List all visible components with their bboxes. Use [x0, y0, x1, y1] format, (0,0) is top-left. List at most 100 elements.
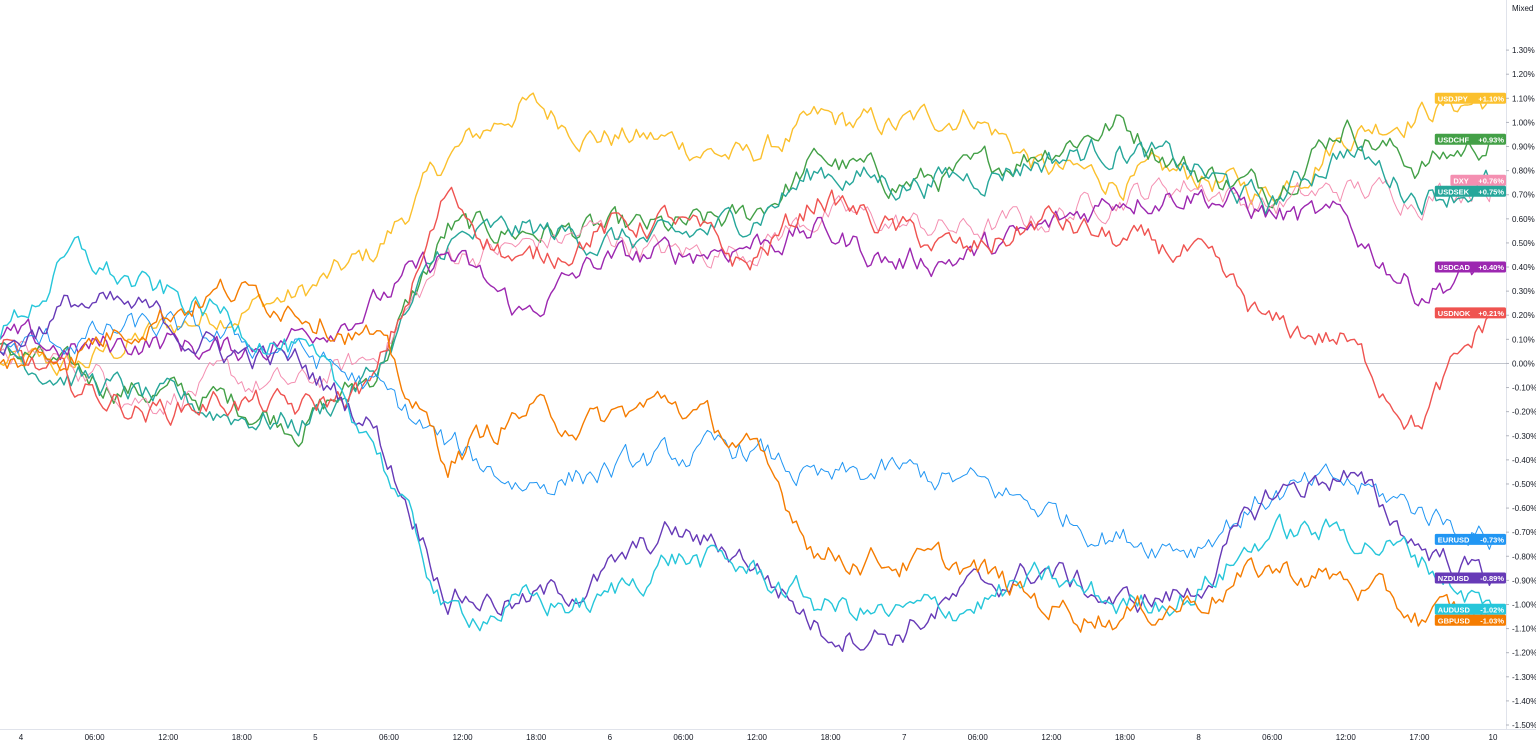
- series-line-nzdusd[interactable]: [0, 290, 1494, 652]
- y-tick-label: -0.60%: [1512, 504, 1536, 513]
- y-tick-label: 0.40%: [1512, 263, 1535, 272]
- series-group: [0, 92, 1494, 652]
- badge-value: -1.02%: [1480, 605, 1504, 614]
- y-tick-label: -0.10%: [1512, 384, 1536, 393]
- y-tick-label: -0.30%: [1512, 432, 1536, 441]
- y-tick-label: -0.70%: [1512, 528, 1536, 537]
- y-tick-label: 0.90%: [1512, 143, 1535, 152]
- badge-value: +0.76%: [1478, 176, 1504, 185]
- x-tick-label: 12:00: [747, 733, 768, 742]
- badge-symbol: USDCHF: [1438, 135, 1470, 144]
- x-tick-label: 10: [1489, 733, 1498, 742]
- badge-bg: [1434, 133, 1506, 145]
- x-tick-label: 12:00: [158, 733, 179, 742]
- x-tick-label: 5: [313, 733, 318, 742]
- badge-usdnok[interactable]: USDNOK +0.21%: [1434, 307, 1506, 319]
- y-tick-label: 0.70%: [1512, 191, 1535, 200]
- y-tick-label: 0.20%: [1512, 311, 1535, 320]
- x-tick-label: 18:00: [821, 733, 842, 742]
- x-tick-label: 12:00: [453, 733, 474, 742]
- series-line-usdnok[interactable]: [0, 186, 1494, 430]
- y-tick-label: 0.10%: [1512, 335, 1535, 344]
- badge-symbol: DXY: [1453, 176, 1468, 185]
- y-tick-label: -0.50%: [1512, 480, 1536, 489]
- badge-bg: [1434, 185, 1506, 197]
- x-tick-label: 06:00: [379, 733, 400, 742]
- badge-symbol: GBPUSD: [1438, 616, 1471, 625]
- badge-symbol: USDJPY: [1438, 94, 1468, 103]
- y-axis-ticks: 1.30% 1.20% 1.10% 1.00% 0.90% 0.80% 0.70% 0.60%…: [1506, 46, 1536, 730]
- series-badges: USDJPY +1.10% USDCHF +0.93% DXY +0.76% USDSEK +…: [1434, 92, 1506, 626]
- y-tick-label: 1.30%: [1512, 46, 1535, 55]
- badge-symbol: AUDUSD: [1438, 605, 1471, 614]
- y-tick-label: 0.80%: [1512, 167, 1535, 176]
- badge-bg: [1434, 533, 1506, 545]
- x-tick-label: 6: [608, 733, 613, 742]
- badge-bg: [1434, 307, 1506, 319]
- y-tick-label: -1.40%: [1512, 697, 1536, 706]
- scale-mode-label[interactable]: Mixed: [1512, 4, 1533, 13]
- series-line-usdsek[interactable]: [0, 138, 1494, 437]
- y-tick-label: -0.20%: [1512, 408, 1536, 417]
- badge-usdsek[interactable]: USDSEK +0.75%: [1434, 185, 1506, 197]
- badge-usdcad[interactable]: USDCAD +0.40%: [1434, 261, 1506, 273]
- x-tick-label: 12:00: [1336, 733, 1357, 742]
- badge-value: -0.73%: [1480, 535, 1504, 544]
- badge-gbpusd[interactable]: GBPUSD -1.03%: [1434, 614, 1506, 626]
- y-tick-label: -1.30%: [1512, 673, 1536, 682]
- badge-bg: [1450, 174, 1506, 186]
- x-tick-label: 8: [1196, 733, 1201, 742]
- series-line-audusd[interactable]: [0, 235, 1494, 632]
- series-line-usdjpy[interactable]: [0, 92, 1494, 376]
- badge-value: -1.03%: [1480, 616, 1504, 625]
- x-tick-label: 06:00: [673, 733, 694, 742]
- badge-dxy[interactable]: DXY +0.76%: [1450, 174, 1506, 186]
- y-tick-label: -0.80%: [1512, 552, 1536, 561]
- x-tick-label: 12:00: [1041, 733, 1062, 742]
- x-tick-label: 06:00: [1262, 733, 1283, 742]
- plot-area[interactable]: [0, 0, 1506, 729]
- x-tick-label: 18:00: [232, 733, 253, 742]
- badge-symbol: EURUSD: [1438, 535, 1470, 544]
- badge-usdchf[interactable]: USDCHF +0.93%: [1434, 133, 1506, 145]
- y-tick-label: -1.10%: [1512, 625, 1536, 634]
- badge-usdjpy[interactable]: USDJPY +1.10%: [1434, 92, 1506, 104]
- badge-bg: [1434, 92, 1506, 104]
- badge-eurusd[interactable]: EURUSD -0.73%: [1434, 533, 1506, 545]
- x-tick-label: 17:00: [1409, 733, 1430, 742]
- badge-symbol: USDCAD: [1438, 263, 1471, 272]
- badge-value: +0.40%: [1478, 263, 1504, 272]
- badge-audusd[interactable]: AUDUSD -1.02%: [1434, 603, 1506, 615]
- badge-value: -0.89%: [1480, 574, 1504, 583]
- series-line-usdchf[interactable]: [0, 114, 1494, 448]
- x-tick-label: 06:00: [85, 733, 106, 742]
- badge-symbol: USDNOK: [1438, 309, 1471, 318]
- badge-nzdusd[interactable]: NZDUSD -0.89%: [1434, 572, 1506, 584]
- badge-bg: [1434, 261, 1506, 273]
- series-line-gbpusd[interactable]: [0, 278, 1494, 633]
- badge-symbol: NZDUSD: [1438, 574, 1470, 583]
- x-tick-label: 18:00: [1115, 733, 1136, 742]
- y-tick-label: 1.20%: [1512, 70, 1535, 79]
- series-line-usdcad[interactable]: [0, 186, 1494, 362]
- x-tick-label: 7: [902, 733, 907, 742]
- badge-bg: [1434, 603, 1506, 615]
- x-tick-label: 06:00: [968, 733, 989, 742]
- x-axis-ticks: 4 06:00 12:00 18:00 5 06:00 12:00 18:00 6 06:00 12…: [19, 733, 1498, 742]
- y-tick-label: 0.60%: [1512, 215, 1535, 224]
- y-tick-label: -0.40%: [1512, 456, 1536, 465]
- y-tick-label: -1.00%: [1512, 600, 1536, 609]
- y-tick-label: 1.10%: [1512, 94, 1535, 103]
- y-tick-label: -0.90%: [1512, 576, 1536, 585]
- y-tick-label: 1.00%: [1512, 118, 1535, 127]
- y-tick-label: 0.30%: [1512, 287, 1535, 296]
- y-tick-label: -1.50%: [1512, 721, 1536, 730]
- y-tick-label: 0.00%: [1512, 359, 1535, 368]
- x-tick-label: 4: [19, 733, 24, 742]
- badge-value: +0.75%: [1478, 187, 1504, 196]
- badge-value: +1.10%: [1478, 94, 1504, 103]
- series-line-eurusd[interactable]: [0, 310, 1494, 559]
- badge-symbol: USDSEK: [1438, 187, 1470, 196]
- badge-value: +0.93%: [1478, 135, 1504, 144]
